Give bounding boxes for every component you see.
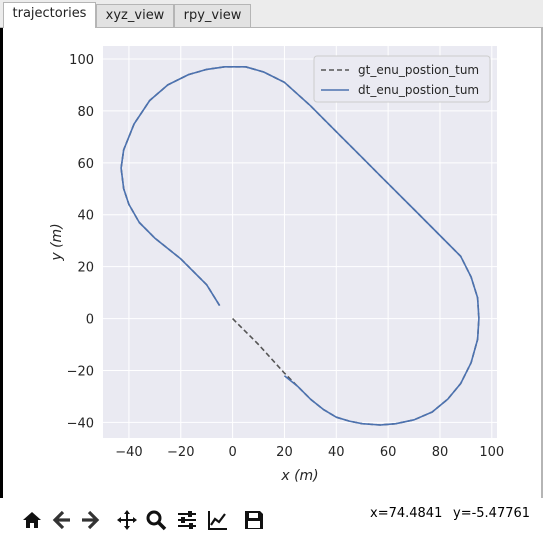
y-tick-label: 0 [86,313,94,328]
y-tick-label: −40 [67,416,94,431]
tab-xyz-view[interactable]: xyz_view [96,4,174,27]
tab-bar: trajectories xyz_view rpy_view [0,0,543,28]
x-tick-label: 20 [276,445,293,460]
y-tick-label: 60 [77,157,94,172]
plot-background [103,46,497,438]
x-tick-label: 100 [479,445,504,460]
tab-rpy-view[interactable]: rpy_view [174,4,251,27]
x-tick-label: −20 [167,445,194,460]
tab-trajectories[interactable]: trajectories [3,2,96,28]
y-coordinate-readout: y=-5.47761 [453,506,531,521]
y-tick-label: 80 [77,105,94,120]
configure-subplots-icon[interactable] [175,508,199,532]
x-coordinate-readout: x=74.4841 [370,506,443,521]
y-tick-label: −20 [67,365,94,380]
pan-icon[interactable] [115,508,139,532]
window-frame-right [541,28,543,498]
tick-labels: −40 −20 0 20 40 60 80 100 −40 −20 0 20 40 60 80 100 [67,53,505,460]
window-frame-left [0,28,3,498]
y-tick-label: 40 [77,209,94,224]
forward-icon[interactable] [78,508,102,532]
x-tick-label: 80 [432,445,449,460]
legend-label-dt: dt_enu_postion_tum [358,83,479,97]
x-tick-label: 0 [228,445,236,460]
series-line-1 [120,65,480,426]
legend: gt_enu_postion_tum dt_enu_postion_tum [313,55,491,103]
trajectory-plot[interactable]: −40 −20 0 20 40 60 80 100 −40 −20 0 20 40 60 80 100 x (… [0,28,543,498]
x-tick-label: 60 [380,445,397,460]
y-axis-label: y (m) [49,223,65,261]
navigation-toolbar [0,500,543,545]
x-tick-label: 40 [328,445,345,460]
y-tick-label: 20 [77,261,94,276]
zoom-icon[interactable] [144,508,168,532]
x-axis-label: x (m) [280,468,318,484]
series-layer [120,65,480,426]
home-icon[interactable] [20,508,44,532]
save-icon[interactable] [242,508,266,532]
edit-axis-icon[interactable] [206,508,230,532]
legend-box [313,55,491,103]
y-tick-label: 100 [69,53,94,68]
back-icon[interactable] [50,508,74,532]
legend-label-gt: gt_enu_postion_tum [358,63,479,77]
x-tick-label: −40 [115,445,142,460]
